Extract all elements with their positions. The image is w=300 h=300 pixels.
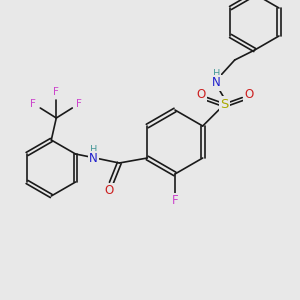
Text: F: F — [53, 87, 59, 97]
Text: H: H — [90, 145, 97, 155]
Text: F: F — [172, 194, 178, 208]
Text: O: O — [105, 184, 114, 197]
Text: F: F — [30, 99, 36, 109]
Text: N: N — [212, 76, 221, 89]
Text: N: N — [89, 152, 98, 166]
Text: F: F — [76, 99, 82, 109]
Text: O: O — [244, 88, 253, 100]
Text: H: H — [213, 69, 220, 79]
Text: S: S — [220, 98, 229, 110]
Text: O: O — [196, 88, 205, 100]
